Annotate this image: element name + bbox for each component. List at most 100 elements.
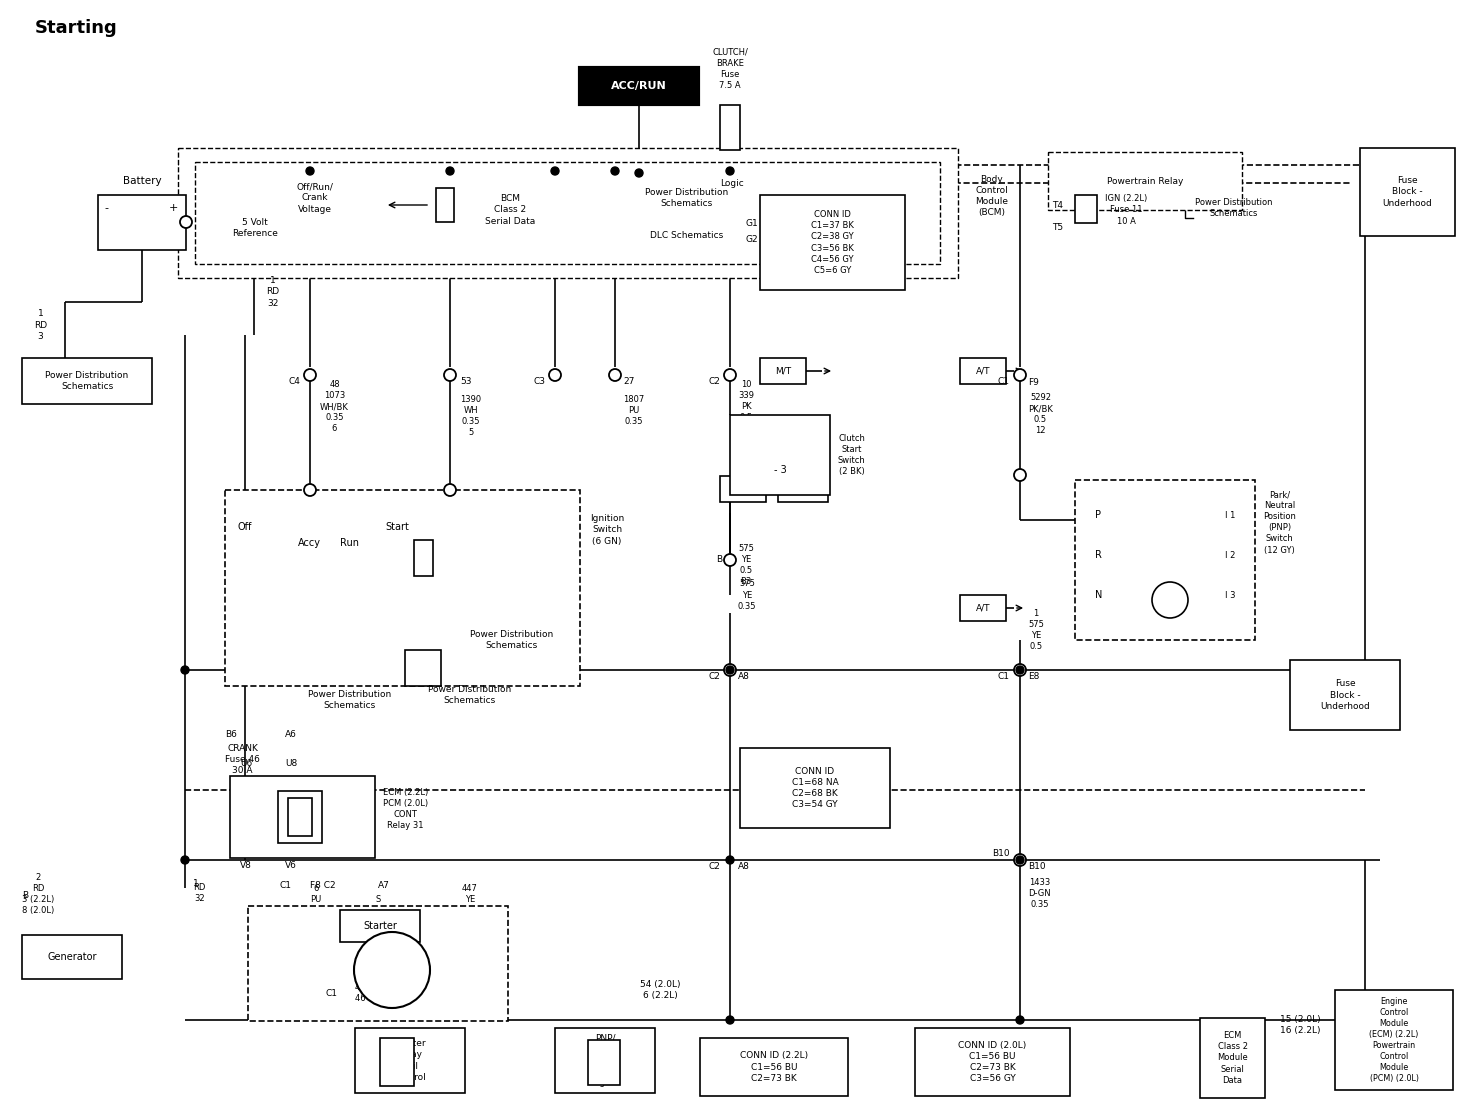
Circle shape: [611, 167, 620, 176]
Text: U8: U8: [286, 760, 297, 768]
FancyBboxPatch shape: [414, 540, 433, 576]
Circle shape: [726, 167, 735, 176]
Text: CONN ID (2.2L)
C1=56 BU
C2=73 BK: CONN ID (2.2L) C1=56 BU C2=73 BK: [740, 1051, 808, 1083]
Text: V8: V8: [240, 861, 252, 870]
Circle shape: [180, 216, 191, 229]
Text: C4: C4: [289, 376, 300, 386]
Text: Power Distribution
Schematics: Power Distribution Schematics: [645, 188, 729, 208]
Circle shape: [634, 169, 643, 177]
Circle shape: [726, 1016, 735, 1025]
FancyBboxPatch shape: [355, 1028, 465, 1093]
Circle shape: [549, 369, 561, 381]
Text: B10: B10: [1027, 862, 1045, 871]
Text: ECM (2.2L)
PCM (2.0L)
CONT
Relay 31: ECM (2.2L) PCM (2.0L) CONT Relay 31: [383, 788, 428, 830]
FancyBboxPatch shape: [278, 790, 322, 843]
Text: Starter
Relay
Coil
Control: Starter Relay Coil Control: [393, 1039, 427, 1082]
Text: D: D: [1166, 595, 1173, 605]
Text: 1
575
YE
0.5: 1 575 YE 0.5: [1027, 608, 1044, 651]
FancyBboxPatch shape: [740, 749, 891, 828]
Text: Power Distribution
Schematics: Power Distribution Schematics: [428, 684, 512, 705]
FancyBboxPatch shape: [720, 105, 740, 150]
FancyBboxPatch shape: [1075, 480, 1256, 640]
Circle shape: [1016, 666, 1025, 675]
Circle shape: [724, 664, 736, 676]
Text: 1: 1: [193, 879, 199, 888]
Text: Engine
Control
Module
(ECM) (2.2L)
Powertrain
Control
Module
(PCM) (2.0L): Engine Control Module (ECM) (2.2L) Power…: [1369, 997, 1419, 1083]
FancyBboxPatch shape: [247, 906, 508, 1021]
Text: C2: C2: [708, 862, 720, 871]
Text: Fuse
Block -
Underhood: Fuse Block - Underhood: [1320, 679, 1370, 711]
Text: Run: Run: [340, 538, 359, 548]
Text: 1390
WH
0.35
5: 1390 WH 0.35 5: [459, 395, 481, 437]
FancyBboxPatch shape: [1075, 195, 1097, 223]
Text: CRANK
Fuse 46
30 A: CRANK Fuse 46 30 A: [225, 744, 261, 775]
Text: B6: B6: [225, 730, 237, 739]
Circle shape: [1016, 856, 1025, 864]
Text: G1: G1: [745, 219, 758, 227]
Text: M: M: [383, 960, 400, 979]
FancyBboxPatch shape: [225, 490, 580, 686]
Text: F9: F9: [1027, 378, 1039, 388]
Text: C1: C1: [998, 376, 1010, 386]
Circle shape: [551, 167, 559, 176]
Text: 2
RD
3 (2.2L)
8 (2.0L): 2 RD 3 (2.2L) 8 (2.0L): [22, 872, 54, 915]
Text: Park/
Neutral
Position
(PNP)
Switch
(12 GY): Park/ Neutral Position (PNP) Switch (12 …: [1263, 490, 1295, 554]
FancyBboxPatch shape: [960, 358, 1005, 384]
Text: DLC Schematics: DLC Schematics: [651, 231, 723, 240]
Text: I 1: I 1: [1225, 510, 1235, 520]
Text: Power Distribution
Schematics: Power Distribution Schematics: [308, 690, 392, 710]
Text: 575
YE
0.35: 575 YE 0.35: [737, 580, 757, 611]
Text: Accy: Accy: [297, 538, 321, 548]
Text: A/T: A/T: [976, 604, 991, 613]
Circle shape: [1014, 469, 1026, 481]
Text: Clutch
Start
Switch
(2 BK): Clutch Start Switch (2 BK): [838, 434, 866, 476]
FancyBboxPatch shape: [555, 1028, 655, 1093]
Text: Starting: Starting: [35, 19, 118, 38]
Text: Power Distribution
Schematics: Power Distribution Schematics: [470, 630, 553, 650]
Text: IGN (2.2L)
Fuse 11
10 A: IGN (2.2L) Fuse 11 10 A: [1105, 194, 1147, 225]
FancyBboxPatch shape: [760, 195, 905, 290]
FancyBboxPatch shape: [436, 188, 453, 222]
Circle shape: [724, 554, 736, 566]
FancyBboxPatch shape: [340, 910, 420, 942]
Text: B10: B10: [992, 849, 1010, 858]
Text: C1: C1: [280, 881, 291, 891]
FancyBboxPatch shape: [587, 1040, 620, 1085]
Circle shape: [726, 856, 735, 864]
Text: Generator: Generator: [47, 952, 97, 962]
Text: 1
RD
32: 1 RD 32: [266, 276, 280, 308]
Text: CONN ID
C1=37 BK
C2=38 GY
C3=56 BK
C4=56 GY
C5=6 GY: CONN ID C1=37 BK C2=38 GY C3=56 BK C4=56…: [811, 210, 854, 275]
Text: C3: C3: [533, 376, 545, 386]
Circle shape: [1016, 1016, 1025, 1025]
Text: Start: Start: [386, 522, 409, 532]
Text: RD
32: RD 32: [193, 883, 206, 903]
FancyBboxPatch shape: [1048, 152, 1242, 210]
Text: - 3: - 3: [774, 465, 786, 475]
Text: +: +: [169, 203, 178, 213]
Text: T5: T5: [1052, 223, 1063, 233]
Text: A6: A6: [286, 730, 297, 739]
Text: PNP/
Clutch
Start
Switch
Signal: PNP/ Clutch Start Switch Signal: [590, 1033, 620, 1087]
Text: Ignition
Switch
(6 GN): Ignition Switch (6 GN): [590, 514, 624, 545]
Text: P: P: [1095, 510, 1101, 520]
FancyBboxPatch shape: [779, 478, 827, 502]
Text: C1: C1: [998, 672, 1010, 681]
Text: ECM
Class 2
Module
Serial
Data: ECM Class 2 Module Serial Data: [1217, 1031, 1248, 1085]
Text: ACC/RUN: ACC/RUN: [611, 81, 667, 91]
Circle shape: [305, 369, 316, 381]
Text: M/T: M/T: [735, 485, 751, 493]
Text: 53: 53: [459, 376, 471, 386]
Text: Fuse
Block -
Underhood: Fuse Block - Underhood: [1382, 177, 1432, 208]
Text: Starter: Starter: [364, 921, 397, 931]
FancyBboxPatch shape: [380, 1038, 414, 1086]
Text: A8: A8: [737, 672, 749, 681]
Circle shape: [306, 167, 314, 176]
Text: 5 Volt
Reference: 5 Volt Reference: [233, 217, 278, 238]
FancyBboxPatch shape: [760, 358, 807, 384]
Circle shape: [1153, 582, 1188, 618]
Text: S: S: [375, 895, 381, 904]
Text: C1: C1: [325, 988, 337, 998]
Text: 10
339
PK
0.5
A: 10 339 PK 0.5 A: [737, 380, 754, 434]
Text: CONN ID
C1=68 NA
C2=68 BK
C3=54 GY: CONN ID C1=68 NA C2=68 BK C3=54 GY: [792, 767, 839, 809]
FancyBboxPatch shape: [230, 776, 375, 858]
